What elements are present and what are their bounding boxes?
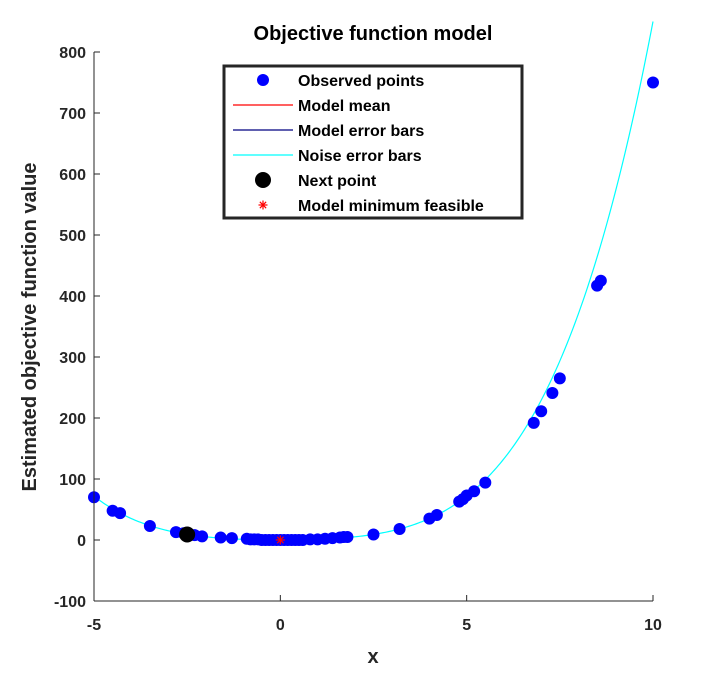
plot-area xyxy=(88,21,659,546)
x-tick-label: 5 xyxy=(462,617,471,634)
observed-point xyxy=(341,530,354,543)
x-tick-label: -5 xyxy=(87,617,101,634)
y-tick-label: -100 xyxy=(54,594,86,611)
observed-point xyxy=(114,507,127,520)
ticks-layer: -5 0 5 10 -100 0 100 200 300 400 500 600 700 800 xyxy=(54,45,662,634)
y-axis-label: Estimated objective function value xyxy=(19,163,41,492)
legend-item: Model error bars xyxy=(233,123,424,140)
observed-point xyxy=(594,274,607,287)
observed-point xyxy=(393,523,406,536)
y-tick-label: 200 xyxy=(59,411,86,428)
observed-point xyxy=(196,530,209,543)
observed-point xyxy=(430,508,443,521)
y-tick-label: 700 xyxy=(59,106,86,123)
legend-label: Model minimum feasible xyxy=(298,198,484,215)
legend-item: Model minimum feasible xyxy=(258,198,484,215)
special-layer xyxy=(179,526,285,545)
legend-label: Model mean xyxy=(298,98,390,115)
y-tick-label: 0 xyxy=(77,533,86,550)
y-tick-label: 600 xyxy=(59,167,86,184)
observed-point xyxy=(647,76,659,89)
x-tick-label: 10 xyxy=(644,617,662,634)
x-axis-label: x xyxy=(367,646,378,668)
legend-items: Observed points Model mean Model error bar… xyxy=(233,73,484,215)
y-tick-label: 100 xyxy=(59,472,86,489)
observed-point xyxy=(527,416,540,429)
observed-point xyxy=(535,405,548,418)
legend-marker xyxy=(257,74,269,86)
legend-item: Observed points xyxy=(257,73,424,90)
y-tick-label: 800 xyxy=(59,45,86,62)
observed-point xyxy=(143,519,156,532)
y-tick-label: 300 xyxy=(59,350,86,367)
observed-point xyxy=(367,528,380,541)
observed-point xyxy=(546,386,559,399)
observed-point xyxy=(468,485,481,498)
observed-point xyxy=(553,372,566,385)
model-minimum-marker xyxy=(275,535,285,545)
legend-asterisk xyxy=(258,200,268,210)
chart-title: Objective function model xyxy=(254,23,493,45)
legend-label: Noise error bars xyxy=(298,148,422,165)
legend-item: Model mean xyxy=(233,98,390,115)
y-tick-label: 400 xyxy=(59,289,86,306)
legend-item: Noise error bars xyxy=(233,148,422,165)
x-tick-label: 0 xyxy=(276,617,285,634)
observed-point xyxy=(214,531,227,544)
observed-point xyxy=(225,532,238,545)
legend-marker xyxy=(255,172,271,188)
legend-label: Next point xyxy=(298,173,377,190)
y-tick-label: 500 xyxy=(59,228,86,245)
next-point xyxy=(179,526,196,543)
legend: Observed points Model mean Model error bar… xyxy=(222,64,524,220)
observed-point xyxy=(479,476,492,489)
legend-label: Model error bars xyxy=(298,123,424,140)
legend-item: Next point xyxy=(255,172,377,190)
legend-box xyxy=(222,64,524,220)
axes-layer xyxy=(93,52,653,602)
legend-label: Observed points xyxy=(298,73,424,90)
